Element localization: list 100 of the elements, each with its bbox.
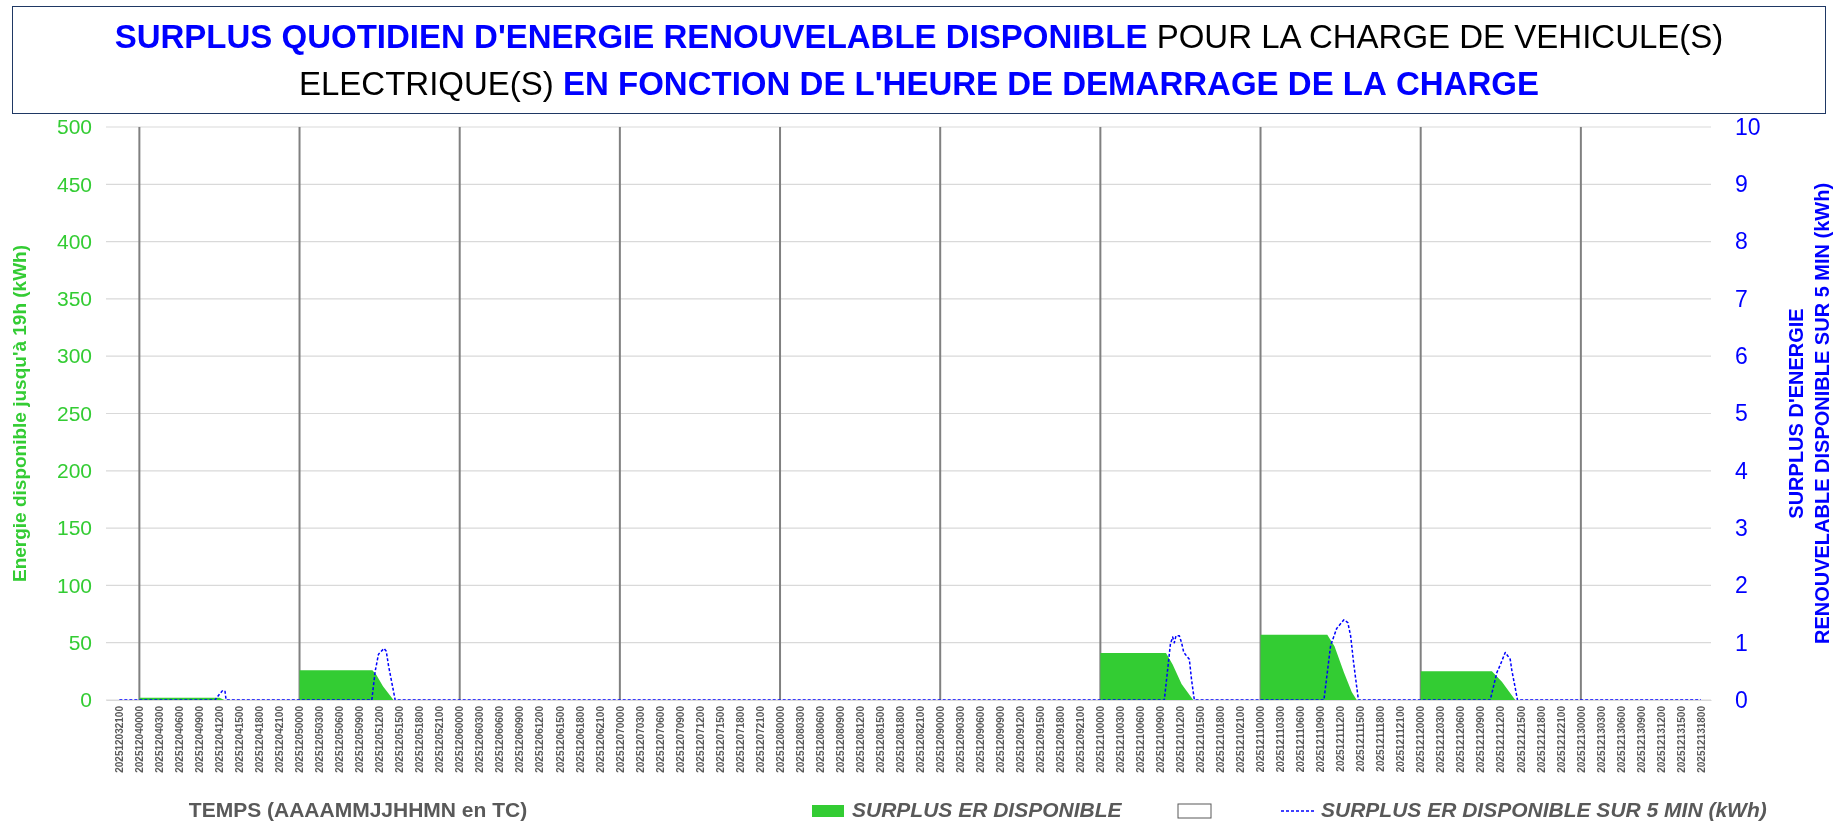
x-tick-label: 202512050900: [354, 705, 366, 773]
x-tick-label: 202512110900: [1315, 705, 1327, 773]
y2-tick-label: 10: [1735, 113, 1761, 140]
x-tick-label: 202512091800: [1055, 705, 1067, 773]
y-tick-label: 250: [56, 401, 92, 425]
x-tick-label: 202512121200: [1495, 705, 1507, 773]
x-tick-label: 202512100000: [1095, 705, 1107, 773]
legend-label: SURPLUS ER DISPONIBLE SUR 5 MIN (kWh): [1321, 798, 1767, 821]
x-tick-label: 202512041800: [254, 705, 266, 773]
y2-tick-label: 1: [1735, 629, 1748, 656]
y2-tick-label: 5: [1735, 400, 1748, 427]
x-tick-label: 202512061500: [554, 705, 566, 773]
x-tick-label: 202512090600: [974, 705, 986, 773]
y2-tick-label: 4: [1735, 457, 1748, 484]
x-tick-label: 202512092100: [1075, 705, 1087, 773]
x-tick-label: 202512082100: [914, 705, 926, 773]
x-tick-label: 202512090300: [954, 705, 966, 773]
y2-tick-label: 3: [1735, 514, 1748, 541]
x-tick-label: 202512050300: [314, 705, 326, 773]
x-tick-label: 202512051500: [394, 705, 406, 773]
x-tick-label: 202512101200: [1175, 705, 1187, 773]
y-tick-label: 150: [56, 516, 92, 540]
x-tick-label: 202512040900: [194, 705, 206, 773]
x-tick-label: 202512032100: [114, 705, 126, 773]
x-tick-label: 202512120900: [1475, 705, 1487, 773]
x-tick-label: 202512100600: [1135, 705, 1147, 773]
x-tick-label: 202512110000: [1255, 705, 1267, 773]
chart-title: SURPLUS QUOTIDIEN D'ENERGIE RENOUVELABLE DISPONIBLE POUR LA CHARGE DE VEHICULE(S) ELECTRIQUE(S) EN FONCTION DE L'HEURE DE DEMARRAGE DE LA CHARGE: [114, 18, 1724, 102]
y-tick-label: 350: [56, 287, 92, 311]
x-tick-label: 202512041500: [234, 705, 246, 773]
y-tick-label: 0: [80, 688, 92, 712]
x-tick-label: 202512080000: [774, 705, 786, 773]
x-tick-label: 202512081800: [894, 705, 906, 773]
x-tick-label: 202512052100: [434, 705, 446, 773]
y2-tick-label: 2: [1735, 572, 1748, 599]
x-tick-label: 202512061800: [574, 705, 586, 773]
y-tick-label: 450: [56, 172, 92, 196]
y2-tick-label: 0: [1735, 686, 1748, 713]
x-tick-label: 202512121800: [1535, 705, 1547, 773]
legend-label: SURPLUS ER DISPONIBLE: [852, 798, 1123, 821]
x-tick-label: 202512040300: [154, 705, 166, 773]
x-tick-label: 202512090000: [934, 705, 946, 773]
x-tick-label: 202512070900: [674, 705, 686, 773]
x-tick-label: 202512120300: [1435, 705, 1447, 773]
x-tick-label: 202512110300: [1275, 705, 1287, 773]
x-tick-label: 202512100900: [1155, 705, 1167, 773]
y-tick-label: 400: [56, 229, 92, 253]
x-tick-label: 202512072100: [754, 705, 766, 773]
x-tick-label: 202512051200: [374, 705, 386, 773]
x-tick-label: 202512111500: [1355, 705, 1367, 772]
x-tick-label: 202512050600: [334, 705, 346, 773]
x-tick-label: 202512100300: [1115, 705, 1127, 773]
x-tick-label: 202512130900: [1635, 705, 1647, 773]
x-tick-label: 202512042100: [274, 705, 286, 773]
x-tick-label: 202512041200: [214, 705, 226, 773]
x-tick-label: 202512081500: [874, 705, 886, 773]
x-tick-label: 202512091500: [1035, 705, 1046, 773]
x-tick-label: 202512131200: [1655, 705, 1667, 773]
y2-tick-label: 7: [1735, 285, 1748, 312]
line-series: [118, 619, 1702, 701]
y-tick-label: 500: [56, 115, 92, 139]
x-tick-label: 202512080900: [834, 705, 846, 773]
y-tick-label: 300: [56, 344, 92, 368]
x-tick-label: 202512070600: [654, 705, 666, 773]
x-tick-label: 202512101500: [1195, 705, 1207, 773]
x-tick-label: 202512070300: [634, 705, 646, 773]
x-tick-label: 202512061200: [534, 705, 546, 773]
x-tick-label: 202512070000: [614, 705, 626, 773]
x-axis-title: TEMPS (AAAAMMJJHHMN en TC): [188, 798, 528, 821]
y-tick-label: 50: [68, 630, 92, 654]
x-tick-label: 202512051800: [414, 705, 426, 773]
x-tick-label: 202512111800: [1375, 705, 1387, 772]
x-tick-label: 202512112100: [1395, 705, 1407, 773]
x-tick-label: 202512050000: [294, 705, 306, 773]
x-tick-label: 202512071800: [734, 705, 746, 773]
y-tick-label: 200: [56, 459, 92, 483]
x-tick-label: 202512062100: [594, 705, 606, 773]
y2-tick-label: 8: [1735, 228, 1748, 255]
y2-axis-title: SURPLUS D'ENERGIE RENOUVELABLE DISPONIBLE SUR 5 MIN (kWh): [1785, 182, 1833, 645]
x-tick-label: 202512110600: [1295, 705, 1307, 773]
x-tick-label: 202512122100: [1555, 705, 1567, 773]
y-tick-label: 100: [56, 573, 92, 597]
x-tick-label: 202512040600: [174, 705, 186, 773]
x-tick-label: 202512060600: [494, 705, 506, 773]
x-tick-label: 202512101800: [1215, 705, 1227, 773]
x-tick-label: 202512120600: [1455, 705, 1467, 773]
x-tick-label: 202512091200: [1014, 705, 1026, 773]
x-tick-label: 202512121500: [1515, 705, 1527, 773]
x-tick-label: 202512130000: [1575, 705, 1587, 773]
x-tick-label: 202512071200: [694, 705, 706, 773]
x-tick-label: 202512081200: [854, 705, 866, 773]
x-tick-label: 202512120000: [1415, 705, 1427, 773]
x-tick-label: 202512102100: [1235, 705, 1247, 773]
y-axis-title: Energie disponible jusqu'à 19h (kWh): [9, 244, 30, 583]
x-tick-label: 202512130300: [1595, 705, 1607, 773]
x-tick-label: 202512071500: [714, 705, 726, 773]
x-tick-label: 202512040000: [134, 705, 146, 773]
x-tick-label: 202512060300: [474, 705, 486, 773]
y2-tick-label: 9: [1735, 171, 1748, 198]
x-tick-label: 202512080300: [794, 705, 806, 773]
